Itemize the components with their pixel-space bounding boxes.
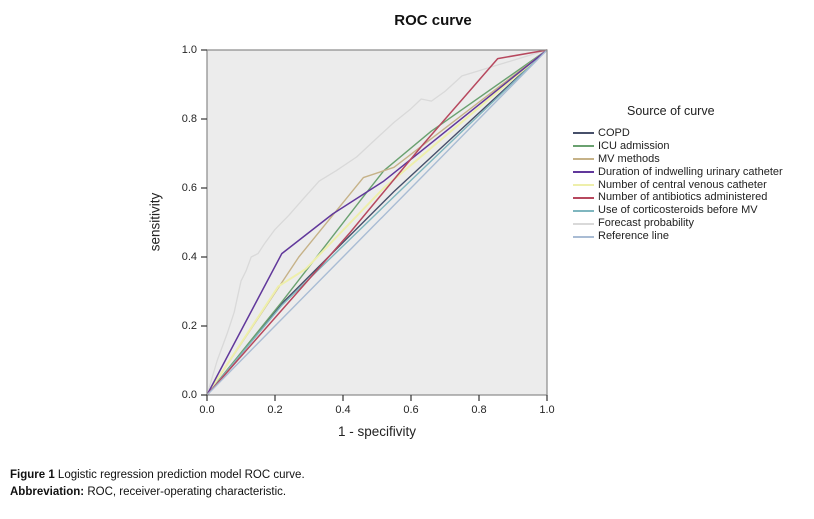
legend-swatch <box>573 158 594 161</box>
x-axis-title: 1 - specifivity <box>337 424 417 439</box>
caption-figure-label: Figure 1 <box>10 469 55 481</box>
legend-item-number-of-central-venous-catheter: Number of central venous catheter <box>573 179 783 192</box>
legend-item-use-of-corticosteroids-before-mv: Use of corticosteroids before MV <box>573 204 783 217</box>
legend-items: COPD ICU admission MV methods Duration of i… <box>573 127 783 243</box>
x-tick-label: 0.6 <box>403 404 419 416</box>
legend-label: Duration of indwelling urinary catheter <box>598 165 783 178</box>
legend-label: ICU admission <box>598 139 670 152</box>
x-tick-label: 1.0 <box>539 404 555 416</box>
y-tick-label: 0.6 <box>181 182 197 194</box>
y-tick-label: 1.0 <box>181 44 197 56</box>
y-tick-label: 0.8 <box>181 113 197 125</box>
curve-reference-line <box>206 49 548 396</box>
chart-title: ROC curve <box>394 12 472 29</box>
y-tick-label: 0.0 <box>181 389 197 401</box>
legend-item-mv-methods: MV methods <box>573 153 783 166</box>
legend-label: Number of central venous catheter <box>598 178 767 191</box>
legend-swatch <box>573 209 594 212</box>
x-tick-label: 0.8 <box>471 404 487 416</box>
legend-swatch <box>573 145 594 148</box>
legend-label: MV methods <box>598 152 660 165</box>
legend-swatch <box>573 132 594 135</box>
caption-line-2: Abbreviation: ROC, receiver-operating ch… <box>10 484 305 501</box>
caption-abbreviation-text: ROC, receiver-operating characteristic. <box>84 485 287 498</box>
caption-abbreviation-label: Abbreviation: <box>10 485 85 498</box>
legend-item-icu-admission: ICU admission <box>573 140 783 153</box>
legend-item-number-of-antibiotics-administered: Number of antibiotics administered <box>573 191 783 204</box>
curve-number-of-central-venous-catheter <box>206 49 548 396</box>
curve-use-of-corticosteroids-before-mv <box>206 49 548 396</box>
y-tick-label: 0.4 <box>181 251 197 263</box>
curve-forecast-probability <box>206 49 548 396</box>
legend-item-forecast-probability: Forecast probability <box>573 217 783 230</box>
legend-swatch <box>573 222 594 225</box>
curve-duration-of-indwelling-urinary-catheter <box>206 49 548 396</box>
x-tick-label: 0.4 <box>335 404 351 416</box>
legend-label: Reference line <box>598 230 669 243</box>
figure-caption: Figure 1 Logistic regression prediction … <box>10 467 305 500</box>
x-tick-label: 0.0 <box>199 404 215 416</box>
legend-item-reference-line: Reference line <box>573 230 783 243</box>
curve-number-of-antibiotics-administered <box>206 49 548 396</box>
x-tick-label: 0.2 <box>267 404 283 416</box>
caption-figure-text: Logistic regression prediction model ROC… <box>54 469 305 481</box>
legend-swatch <box>573 196 594 199</box>
legend-label: Forecast probability <box>598 217 694 230</box>
legend-label: Number of antibiotics administered <box>598 191 768 204</box>
legend-item-duration-of-indwelling-urinary-catheter: Duration of indwelling urinary catheter <box>573 166 783 179</box>
legend-title: Source of curve <box>627 104 715 118</box>
legend: Source of curve COPD ICU admission MV meth… <box>573 104 783 243</box>
legend-swatch <box>573 171 594 174</box>
caption-line-1: Figure 1 Logistic regression prediction … <box>10 467 305 484</box>
legend-label: COPD <box>598 126 630 139</box>
curve-icu-admission <box>206 49 548 396</box>
roc-plot <box>201 49 548 401</box>
y-tick-label: 0.2 <box>181 320 197 332</box>
legend-swatch <box>573 235 594 238</box>
legend-swatch <box>573 184 594 186</box>
plot-frame <box>206 49 548 396</box>
legend-label: Use of corticosteroids before MV <box>598 204 758 217</box>
y-axis-title: sensitivity <box>147 192 163 252</box>
legend-item-copd: COPD <box>573 127 783 140</box>
